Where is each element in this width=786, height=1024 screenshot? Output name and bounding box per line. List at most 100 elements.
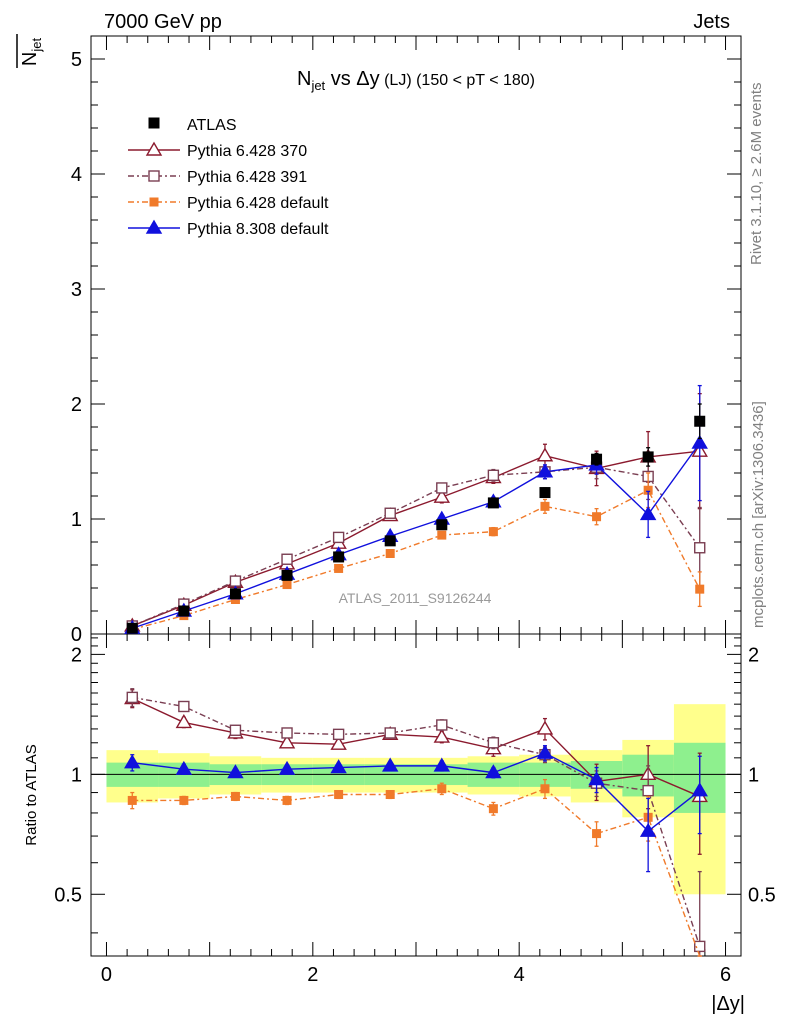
ratio-series-4-point [639, 822, 657, 837]
legend-label: Pythia 6.428 370 [187, 143, 307, 160]
series-3-point [488, 527, 498, 537]
legend-item-data: ATLAS [148, 117, 237, 134]
series-4-point [691, 434, 708, 449]
series-3-point [282, 580, 292, 590]
legend-item-1: Pythia 6.428 370 [128, 141, 307, 160]
ratio-series-3-point [334, 789, 344, 799]
ratio-series-1-point [330, 735, 347, 750]
ratio-series-3-point [437, 784, 447, 794]
x-tick-label: 2 [307, 964, 318, 986]
ratio-series-3-point [592, 829, 602, 839]
data-point [436, 519, 448, 531]
y-tick-label: 2 [71, 394, 82, 416]
ratio-series-2-point [436, 719, 448, 731]
ratio-series-3-point [385, 789, 395, 799]
series-2-point [694, 542, 706, 554]
legend-item-3: Pythia 6.428 default [128, 195, 329, 212]
side-version-label: Rivet 3.1.10, ≥ 2.6M events [748, 83, 765, 266]
analysis-id: ATLAS_2011_S9126244 [339, 590, 492, 606]
y-tick-label: 1 [71, 509, 82, 531]
ratio-tick-label-right: 2 [748, 644, 759, 666]
data-point [694, 415, 706, 427]
ratio-series-3-point [282, 795, 292, 805]
ratio-series-4-point [381, 757, 399, 772]
ratio-series-4-point [536, 744, 554, 759]
ratio-series-2-point [126, 691, 138, 704]
ratio-series-3-point [540, 784, 550, 794]
ratio-tick-label-right: 1 [748, 764, 759, 786]
legend-marker [145, 219, 163, 234]
series-3-point [437, 530, 447, 540]
data-point [487, 497, 499, 509]
ratio-tick-label-left: 2 [71, 644, 82, 666]
series-2-point [487, 469, 500, 481]
x-axis-label: |Δy| [711, 993, 745, 1015]
ratio-series-3-point [179, 795, 189, 805]
ratio-series-2-point [178, 700, 190, 713]
data-point [229, 588, 241, 600]
process-label: Jets [693, 11, 730, 33]
y-axis-label-main: N [19, 52, 41, 66]
y-axis-label: Njet [16, 34, 44, 68]
ratio-series-4-point [433, 757, 451, 772]
legend-marker [145, 141, 163, 156]
series-3-line [132, 489, 701, 631]
ratio-series-1-line [131, 697, 701, 798]
ratio-series-2-point [642, 784, 654, 797]
data-point [591, 453, 603, 465]
ratio-series-4-point [175, 760, 193, 775]
legend-marker [148, 170, 160, 182]
y-tick-label: 5 [71, 49, 82, 71]
ratio-series-2-point [384, 727, 396, 739]
series-2-point [384, 507, 396, 519]
series-1-line [132, 450, 700, 627]
series-3-point [695, 584, 705, 594]
chart-title-small: (LJ) [380, 72, 412, 89]
ratio-series-2-point [332, 728, 345, 741]
ratio-series-4-line [132, 752, 701, 833]
series-2-point [281, 553, 293, 565]
legend-item-4: Pythia 8.308 default [128, 219, 329, 238]
legend-item-2: Pythia 6.428 391 [128, 169, 307, 186]
series-2-point [229, 575, 242, 587]
ratio-series-1-point [536, 720, 554, 735]
y-tick-label: 3 [71, 279, 82, 301]
main-panel-series [124, 384, 708, 634]
ratio-series-1-point [175, 714, 193, 729]
data-point [384, 535, 396, 547]
series-1-point [433, 488, 451, 503]
legend-label: Pythia 8.308 default [187, 221, 329, 238]
ratio-tick-label-right: 0.5 [748, 884, 776, 906]
ratio-panel-series [124, 688, 708, 957]
y-tick-label: 4 [71, 164, 82, 186]
legend-label: Pythia 6.428 default [187, 195, 329, 212]
data-point [333, 551, 345, 563]
series-1-point [536, 447, 554, 462]
ratio-uncertainty-bands [106, 704, 726, 895]
ratio-axis-label: Ratio to ATLAS [23, 744, 40, 845]
ratio-series-4-point [278, 760, 296, 775]
data-point [178, 605, 190, 617]
ratio-series-2-point [281, 727, 293, 739]
ratio-series-4-point [124, 754, 141, 769]
ratio-tick-label-left: 1 [71, 764, 82, 786]
legend-marker [149, 197, 159, 207]
chart-title-mid: vs Δy [325, 68, 379, 90]
ratio-series-2-point [694, 940, 706, 953]
data-point [539, 487, 551, 499]
ratio-series-3-line [132, 787, 701, 957]
ratio-series-2-line [132, 696, 701, 947]
x-tick-label: 0 [101, 964, 112, 986]
ratio-series-3-point [230, 791, 240, 801]
chart-title-main: N [297, 68, 311, 90]
energy-label: 7000 GeV pp [104, 11, 222, 33]
y-tick-label: 0 [71, 624, 82, 646]
ratio-series-2-point [229, 724, 242, 736]
ratio-series-4-point [485, 764, 502, 779]
data-point [642, 451, 654, 463]
ratio-series-4-point [691, 782, 708, 797]
series-3-point [385, 549, 395, 558]
ratio-series-3-point [488, 804, 498, 814]
ratio-series-3-point [127, 795, 137, 805]
svg-text:Njet: Njet [19, 38, 44, 67]
